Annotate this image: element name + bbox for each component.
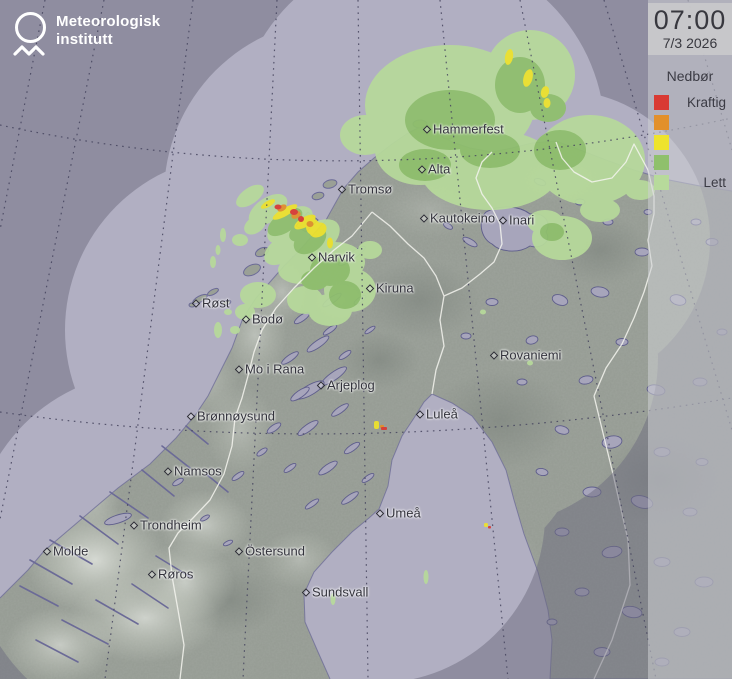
legend-title: Nedbør bbox=[666, 68, 714, 84]
legend-swatch-lightgreen bbox=[654, 174, 669, 190]
legend-item-heavy: Kraftig bbox=[652, 92, 728, 112]
legend-item-moderate bbox=[652, 132, 728, 152]
logo-wave-icon bbox=[13, 45, 45, 56]
logo-text: Meteorologisk institutt bbox=[56, 13, 161, 48]
clock: 07:00 7/3 2026 bbox=[648, 3, 732, 55]
legend-item-moderate-heavy bbox=[652, 112, 728, 132]
precipitation-legend: Nedbør Kraftig Lett bbox=[652, 68, 728, 192]
legend-label: Kraftig bbox=[686, 94, 726, 110]
logo-circle-icon bbox=[14, 12, 46, 43]
clock-date: 7/3 2026 bbox=[662, 35, 718, 51]
legend-swatch-green bbox=[654, 154, 669, 170]
legend-label: Lett bbox=[703, 174, 726, 190]
met-institute-logo: Meteorologisk institutt bbox=[13, 12, 160, 62]
legend-item-light-moderate bbox=[652, 152, 728, 172]
legend-item-light: Lett bbox=[652, 172, 728, 192]
legend-swatch-yellow bbox=[654, 134, 669, 150]
legend-swatch-orange bbox=[654, 114, 669, 130]
clock-time: 07:00 bbox=[653, 5, 727, 35]
legend-swatch-red bbox=[654, 94, 669, 110]
